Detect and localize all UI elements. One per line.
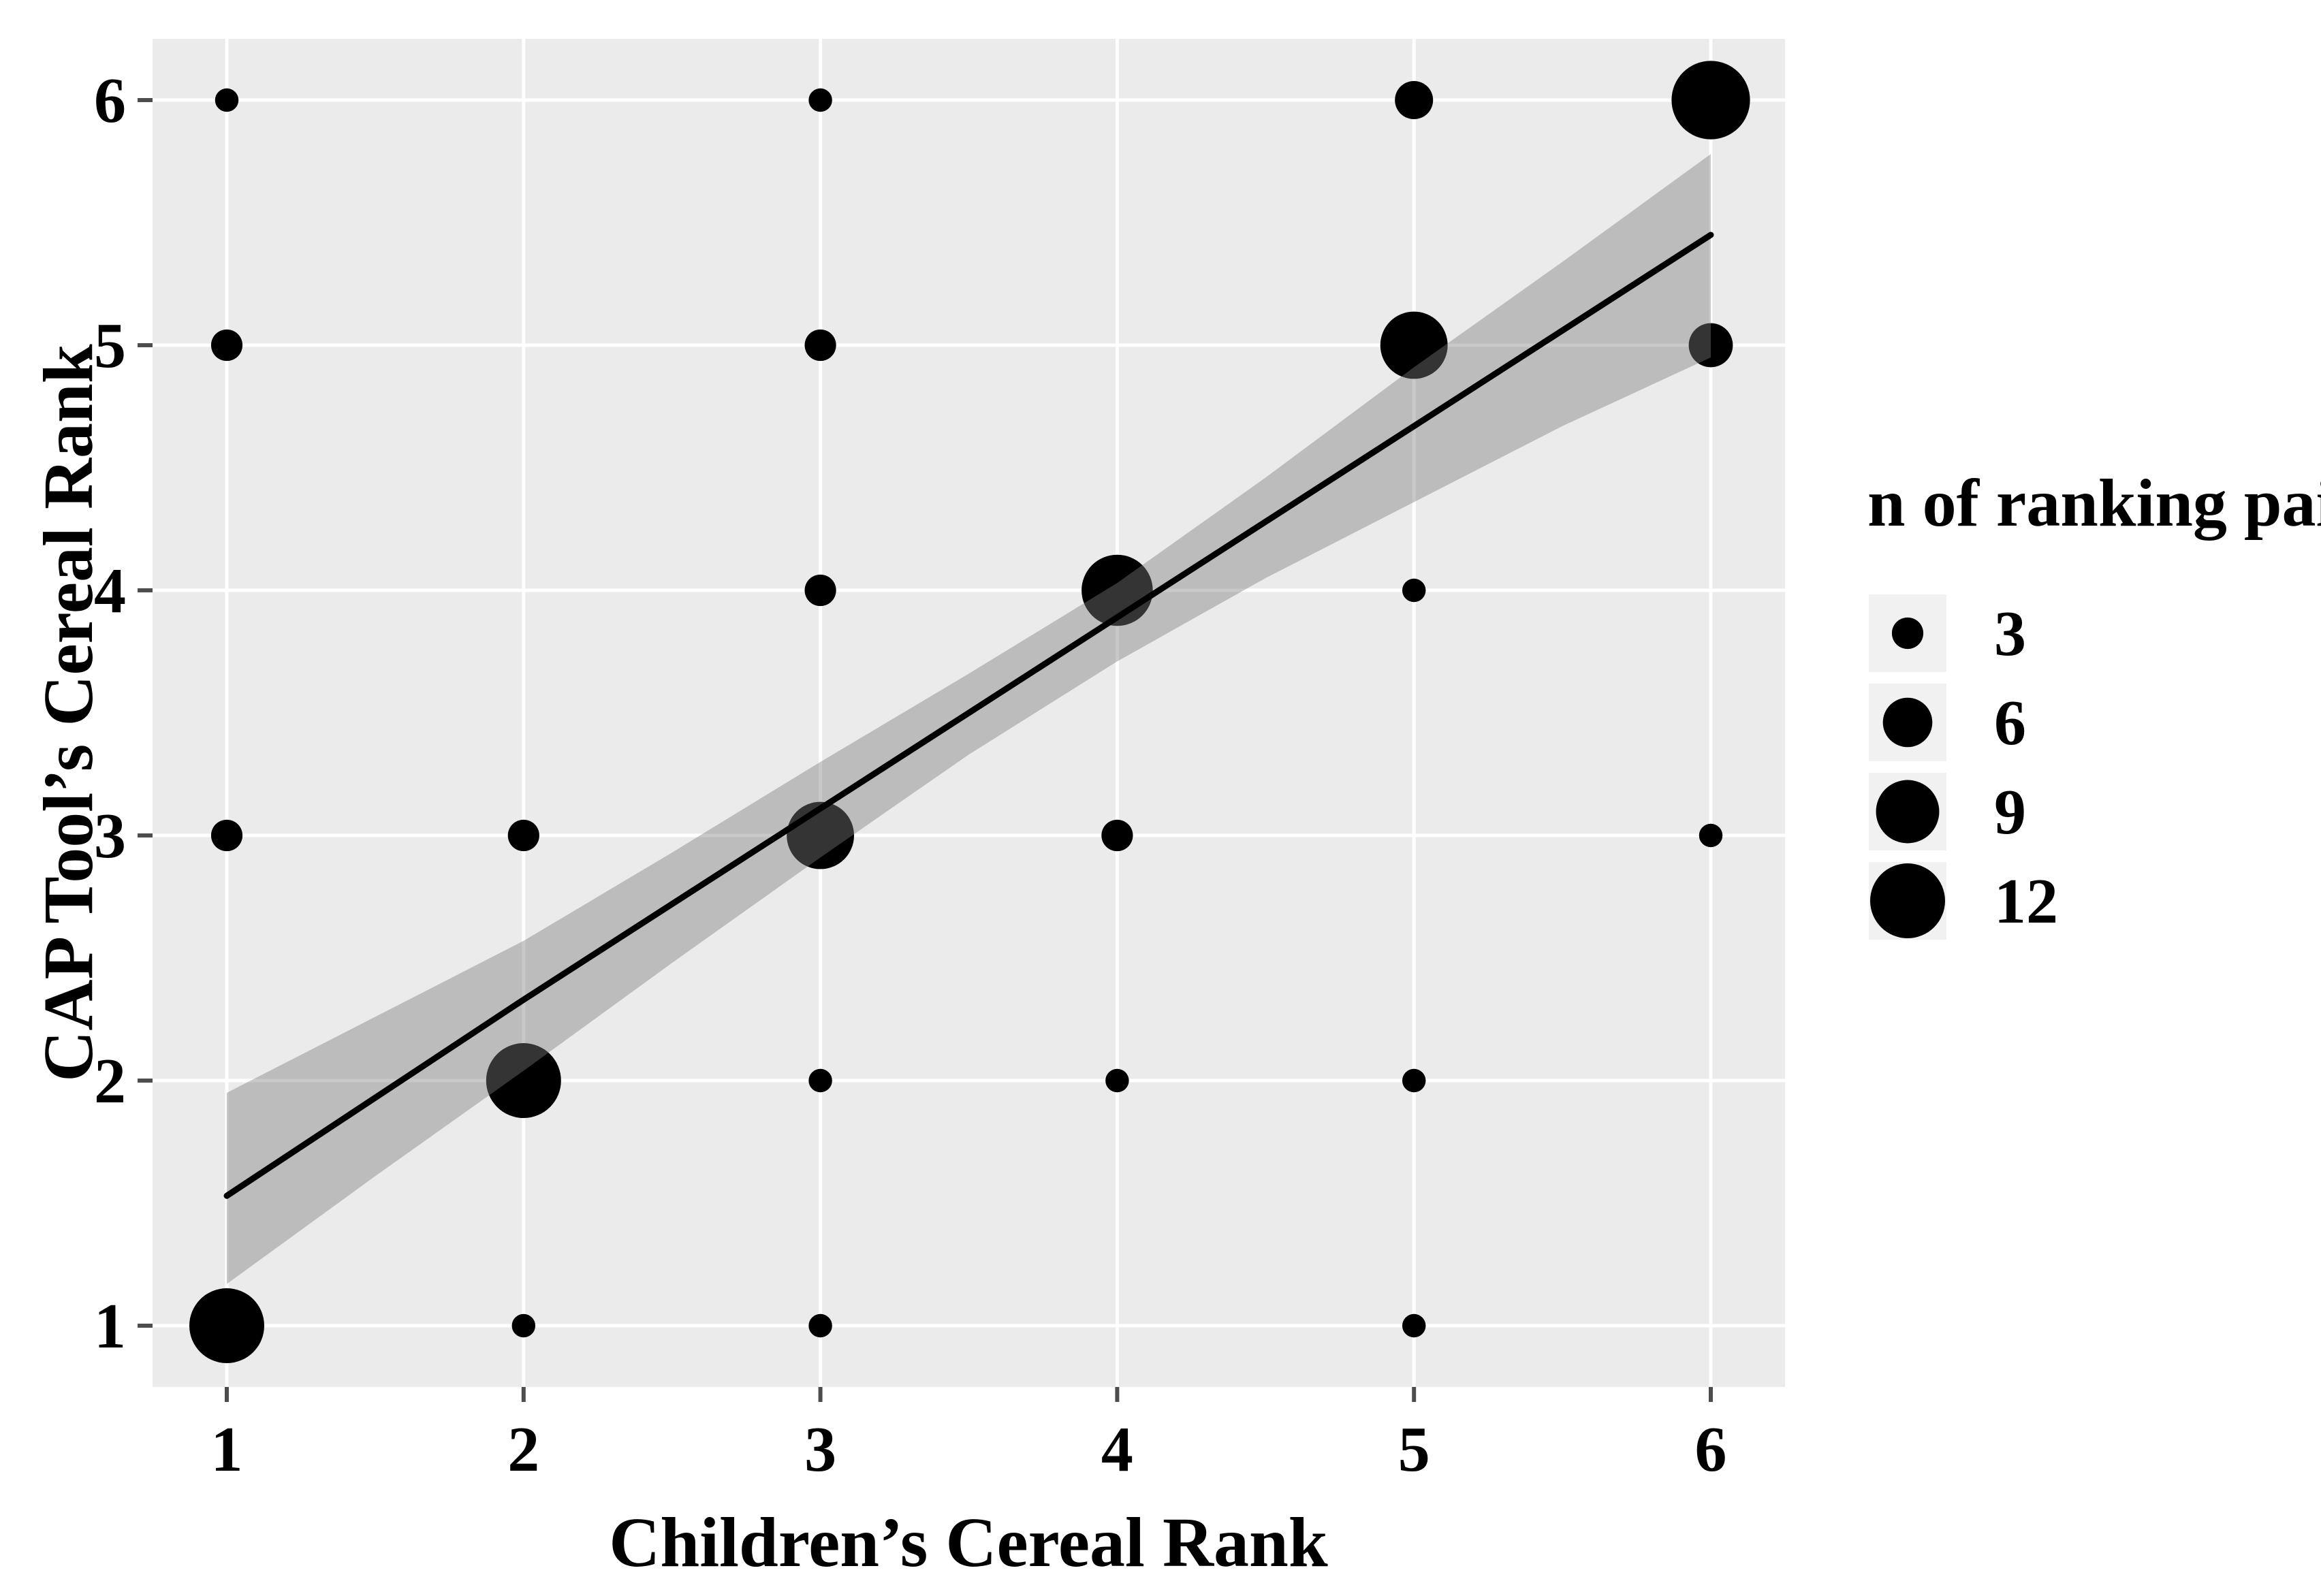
data-point — [1688, 323, 1733, 368]
data-point — [210, 819, 243, 852]
legend: n of ranking pairs 3 6 9 12 — [1867, 465, 2321, 940]
y-axis-ticks: 1 2 3 4 5 6 — [94, 65, 153, 1362]
data-point — [808, 88, 832, 112]
data-point — [1402, 1313, 1426, 1338]
data-point — [215, 88, 239, 112]
data-point — [808, 1068, 832, 1093]
y-tick-label: 5 — [94, 310, 126, 381]
regression-line — [223, 232, 1714, 1199]
confidence-band — [227, 154, 1711, 1284]
data-point — [1101, 819, 1133, 852]
x-tick-label: 2 — [507, 1414, 539, 1485]
x-axis-ticks: 1 2 3 4 5 6 — [211, 1387, 1727, 1485]
data-points — [189, 61, 1750, 1363]
data-point — [511, 1313, 536, 1338]
legend-key-dot — [1870, 863, 1945, 938]
data-point — [1402, 578, 1426, 603]
data-point — [808, 1313, 832, 1338]
y-tick-label: 1 — [94, 1291, 126, 1362]
data-point — [1671, 61, 1750, 140]
data-point — [804, 574, 836, 607]
legend-key-label: 6 — [1994, 688, 2026, 759]
legend-key-label: 3 — [1994, 598, 2026, 669]
data-point — [189, 1288, 264, 1363]
legend-title: n of ranking pairs — [1867, 465, 2321, 541]
legend-key-label: 12 — [1994, 866, 2058, 937]
data-point — [210, 329, 243, 362]
legend-keys: 3 6 9 12 — [1869, 594, 2058, 940]
data-point — [804, 329, 836, 362]
gridlines — [153, 39, 1785, 1387]
y-tick-label: 3 — [94, 801, 126, 872]
legend-key-dot — [1891, 617, 1924, 650]
data-point — [486, 1043, 561, 1118]
y-axis-title: CAP Tool’s Cereal Rank — [29, 344, 108, 1082]
data-point — [1395, 80, 1434, 120]
y-tick-label: 2 — [94, 1046, 126, 1117]
x-tick-label: 1 — [211, 1414, 243, 1485]
data-point — [1105, 1068, 1129, 1093]
legend-key-dot — [1882, 697, 1933, 748]
x-tick-label: 3 — [804, 1414, 836, 1485]
data-point — [1699, 823, 1723, 848]
y-tick-label: 4 — [94, 556, 126, 626]
x-tick-label: 6 — [1695, 1414, 1727, 1485]
x-tick-label: 5 — [1398, 1414, 1430, 1485]
data-point — [507, 819, 539, 852]
legend-key-dot — [1876, 780, 1940, 844]
data-point — [1380, 311, 1448, 379]
legend-key-label: 9 — [1994, 777, 2026, 848]
x-tick-label: 4 — [1101, 1414, 1133, 1485]
x-axis-title: Children’s Cereal Rank — [609, 1503, 1328, 1582]
data-point — [1402, 1068, 1426, 1093]
y-tick-label: 6 — [94, 65, 126, 136]
